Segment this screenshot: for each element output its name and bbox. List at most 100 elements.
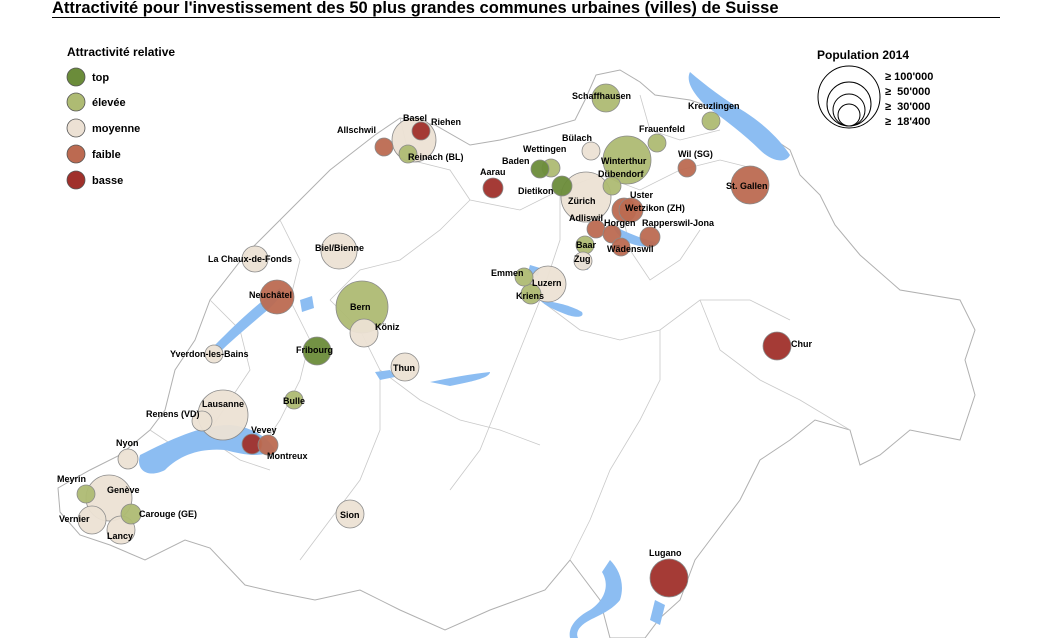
city-label-geneve: Genève — [107, 485, 140, 495]
city-marker-dubendorf — [602, 176, 622, 196]
pop-label-1: ≥ 100'000 — [885, 71, 933, 83]
city-label-neuchatel: Neuchâtel — [249, 290, 292, 300]
city-marker-reinach-bl — [398, 144, 418, 164]
city-label-baar: Baar — [576, 240, 597, 250]
legend-swatch-top — [66, 67, 86, 87]
city-marker-sion — [335, 499, 365, 529]
city-marker-carouge-ge — [120, 503, 142, 525]
city-marker-kreuzlingen — [701, 111, 721, 131]
legend-label-top: top — [92, 72, 109, 84]
city-marker-montreux — [257, 434, 279, 456]
city-label-bern: Bern — [350, 302, 371, 312]
city-marker-nyon — [117, 448, 139, 470]
city-label-horgen: Horgen — [604, 218, 636, 228]
city-label-luzern: Luzern — [532, 278, 562, 288]
city-marker-chur — [762, 331, 792, 361]
city-label-uster: Uster — [630, 190, 654, 200]
city-label-wetzikon-zh: Wetzikon (ZH) — [625, 203, 685, 213]
legend-label-moyenne: moyenne — [92, 123, 140, 135]
city-label-kriens: Kriens — [516, 291, 544, 301]
population-legend: Population 2014 ≥ 100'000 ≥ 50'000 ≥ 30'… — [817, 48, 933, 129]
city-label-emmen: Emmen — [491, 268, 524, 278]
city-label-fribourg: Fribourg — [296, 345, 333, 355]
city-label-reinach-bl: Reinach (BL) — [408, 152, 464, 162]
city-label-schaffhausen: Schaffhausen — [572, 91, 631, 101]
city-label-vevey: Vevey — [251, 425, 277, 435]
city-label-lausanne: Lausanne — [202, 399, 244, 409]
city-label-adliswil: Adliswil — [569, 213, 603, 223]
city-label-baden: Baden — [502, 156, 530, 166]
city-label-basel: Basel — [403, 113, 427, 123]
city-marker-winterthur — [602, 135, 652, 185]
city-marker-neuchatel — [259, 279, 295, 315]
legend-swatch-basse — [66, 170, 86, 190]
city-marker-wetzikon-zh — [618, 197, 644, 223]
city-label-wadenswil: Wädenswil — [607, 244, 654, 254]
city-marker-lugano — [649, 558, 689, 598]
map-title: Attractivité pour l'investissement des 5… — [52, 0, 779, 17]
city-marker-zurich — [560, 171, 612, 223]
city-marker-baden — [530, 159, 550, 179]
city-marker-rapperswil-jona — [639, 226, 661, 248]
city-marker-wil-sg — [677, 158, 697, 178]
title-rule — [52, 17, 1000, 18]
city-marker-allschwil — [374, 137, 394, 157]
city-label-st-gallen: St. Gallen — [726, 181, 768, 191]
city-label-frauenfeld: Frauenfeld — [639, 124, 685, 134]
city-label-koniz: Köniz — [375, 322, 400, 332]
city-marker-biel-bienne — [320, 232, 358, 270]
legend-swatch-faible — [66, 144, 86, 164]
city-label-lancy: Lancy — [107, 531, 133, 541]
city-label-rapperswil-jona: Rapperswil-Jona — [642, 218, 715, 228]
city-label-winterthur: Winterthur — [601, 156, 647, 166]
attractiveness-legend: Attractivité relative top élevée moyenne fa… — [66, 45, 175, 190]
city-label-chur: Chur — [791, 339, 812, 349]
city-marker-bulach — [581, 141, 601, 161]
city-marker-bulle — [284, 390, 304, 410]
legend-title: Attractivité relative — [67, 45, 175, 59]
city-marker-thun — [390, 352, 420, 382]
city-label-bulach: Bülach — [562, 133, 592, 143]
city-label-aarau: Aarau — [480, 167, 506, 177]
legend-label-faible: faible — [92, 149, 121, 161]
city-label-montreux: Montreux — [267, 451, 308, 461]
city-label-yverdon-les-bains: Yverdon-les-Bains — [170, 349, 249, 359]
city-marker-yverdon-les-bains — [204, 344, 224, 364]
city-label-riehen: Riehen — [431, 117, 461, 127]
city-marker-horgen — [602, 224, 622, 244]
pop-label-4: ≥ 18'400 — [885, 116, 930, 128]
city-marker-meyrin — [76, 484, 96, 504]
city-label-wil-sg: Wil (SG) — [678, 149, 713, 159]
city-label-kreuzlingen: Kreuzlingen — [688, 101, 740, 111]
city-label-sion: Sion — [340, 510, 360, 520]
city-marker-frauenfeld — [647, 133, 667, 153]
city-marker-aarau — [482, 177, 504, 199]
pop-circle-18400 — [837, 103, 861, 127]
city-label-dietikon: Dietikon — [518, 186, 554, 196]
city-label-la-chaux-de-fonds: La Chaux-de-Fonds — [208, 254, 292, 264]
country-outline — [57, 69, 976, 638]
city-label-lugano: Lugano — [649, 548, 682, 558]
city-marker-renens-vd — [191, 410, 213, 432]
city-label-renens-vd: Renens (VD) — [146, 409, 200, 419]
city-label-carouge-ge: Carouge (GE) — [139, 509, 197, 519]
city-label-zurich: Zürich — [568, 196, 596, 206]
city-label-wettingen: Wettingen — [523, 144, 566, 154]
legend-label-basse: basse — [92, 175, 123, 187]
city-marker-koniz — [349, 318, 379, 348]
city-label-dubendorf: Dübendorf — [598, 169, 644, 179]
city-marker-fribourg — [302, 336, 332, 366]
city-label-allschwil: Allschwil — [337, 125, 376, 135]
city-marker-emmen — [514, 267, 534, 287]
legend-swatch-moyenne — [66, 118, 86, 138]
city-label-vernier: Vernier — [59, 514, 90, 524]
city-label-thun: Thun — [393, 363, 415, 373]
pop-circle-100000 — [817, 65, 881, 129]
city-marker-st-gallen — [730, 165, 770, 205]
city-marker-la-chaux-de-fonds — [241, 245, 269, 273]
city-marker-schaffhausen — [591, 83, 621, 113]
city-label-biel-bienne: Biel/Bienne — [315, 243, 364, 253]
city-markers: Schaffhausen Kreuzlingen Basel Riehen Allsch… — [57, 83, 812, 598]
legend-label-elevee: élevée — [92, 97, 126, 109]
